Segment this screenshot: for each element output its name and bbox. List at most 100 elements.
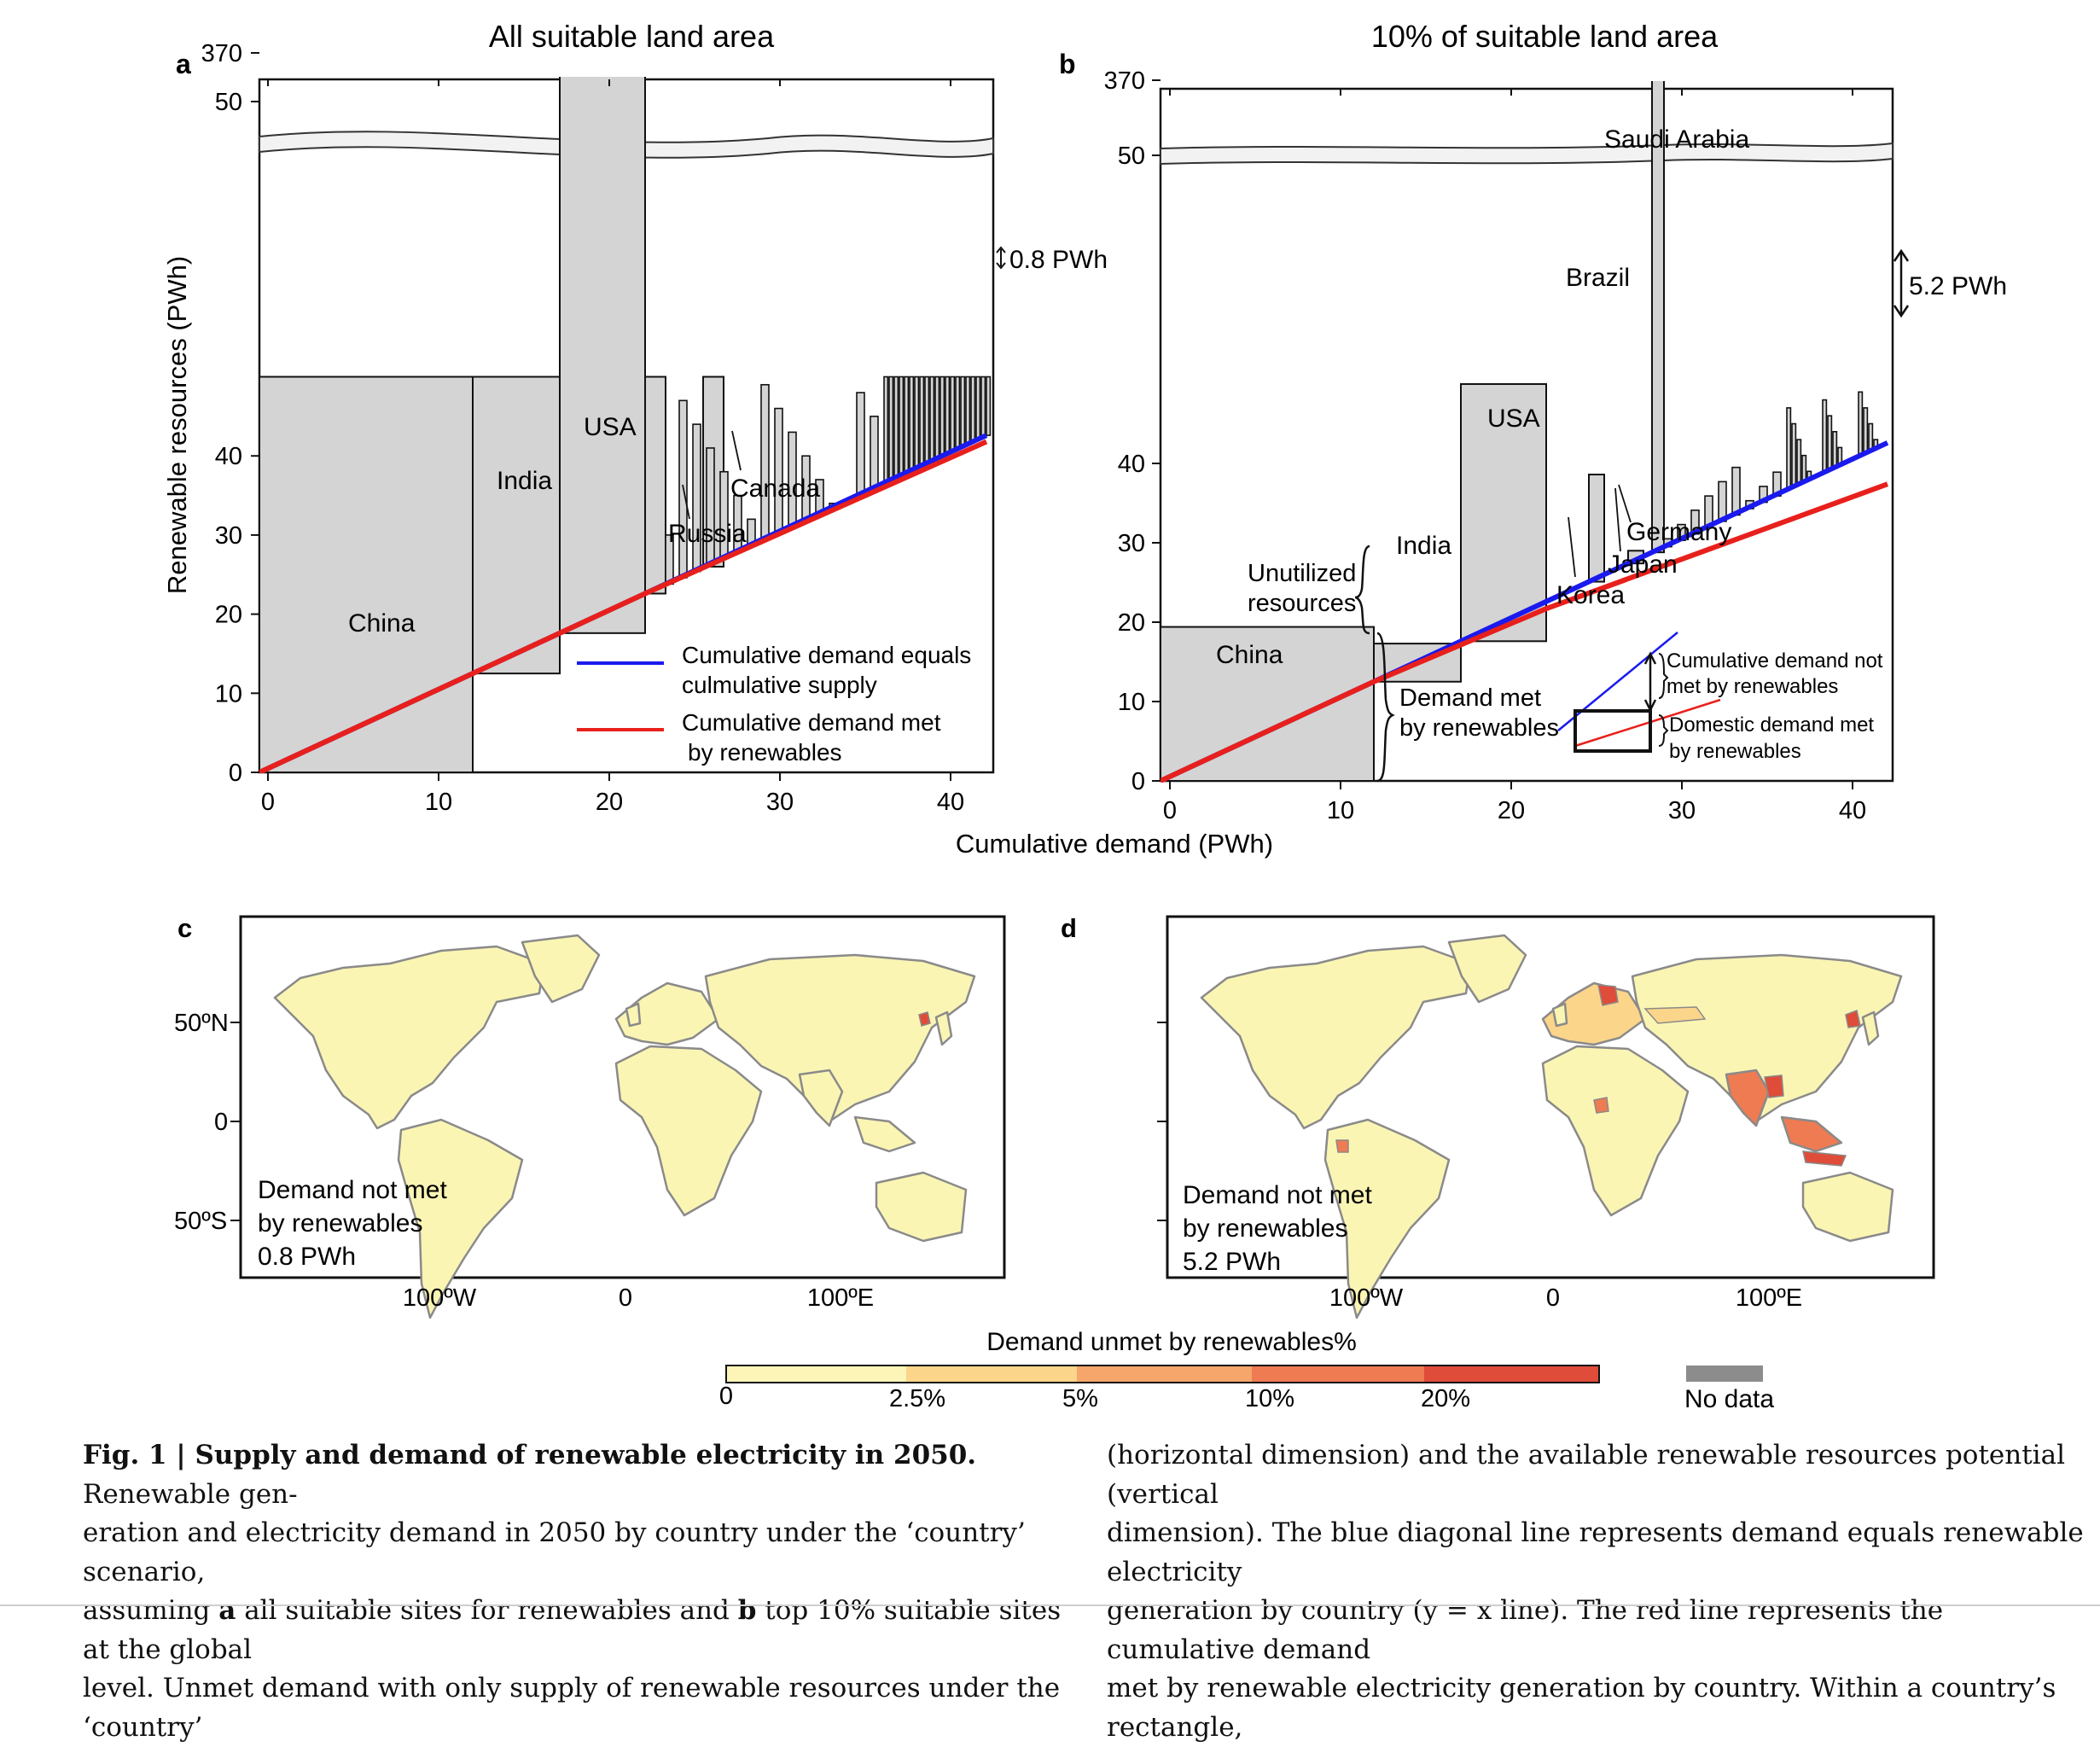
map-region-uk: [625, 1002, 642, 1028]
map-d-westasia-highlight: [1643, 1006, 1707, 1024]
caption-right: (horizontal dimension) and the available…: [1107, 1440, 2084, 1743]
caption-left: Fig. 1 | Supply and demand of renewable …: [83, 1440, 1062, 1743]
ytick-label-a: 370: [201, 40, 242, 67]
map-region-africa: [1541, 1045, 1690, 1217]
panel-b-title: 10% of suitable land area: [1371, 19, 1719, 54]
bar-a-small-country: [934, 376, 940, 460]
label-india-b: India: [1396, 532, 1451, 560]
xtick-label-a: 30: [766, 789, 794, 816]
bar-b-small-country: [1827, 415, 1833, 472]
label-brazil-b: Brazil: [1566, 264, 1630, 292]
lon-100w-c: 100ºW: [403, 1284, 477, 1312]
bar-a-small-country: [955, 376, 961, 451]
bar-a-small-country: [904, 376, 910, 475]
gap-label-b: 5.2 PWh: [1909, 272, 2007, 300]
bar-b-small-country: [1731, 466, 1741, 516]
map-region-africa: [614, 1045, 763, 1217]
ytick-label-a: 50: [215, 89, 242, 116]
lon-0-c: 0: [619, 1284, 632, 1312]
bar-a-small-country: [692, 423, 701, 573]
colorbar-segment: [1077, 1366, 1252, 1383]
panel-d: d 100ºW 0 100ºE Demand not met by renewa…: [1061, 913, 1935, 1319]
lon-0-d: 0: [1546, 1284, 1560, 1312]
bar-a-small-country: [960, 376, 966, 448]
ytick-label-b: 20: [1118, 609, 1145, 637]
note-c-2: by renewables: [258, 1209, 422, 1237]
bar-a-small-country: [970, 376, 976, 444]
gap-label-a: 0.8 PWh: [1009, 246, 1108, 274]
bar-a-small-country: [919, 376, 925, 468]
unutilized-text-2: resources: [1248, 590, 1356, 617]
inset-box: [1574, 709, 1652, 753]
bar-b-small-country: [1791, 422, 1797, 488]
lon-100w-d: 100ºW: [1329, 1284, 1404, 1312]
colorbar: Demand unmet by renewables% 0 2.5% 5% 10…: [719, 1328, 1774, 1413]
ytick-label-a: 20: [215, 602, 242, 629]
inset-text-domestic-2: by renewables: [1669, 740, 1801, 763]
legend-blue-text-1: Cumulative demand equals: [682, 642, 971, 668]
map-region-australia: [875, 1171, 968, 1243]
map-region-southAmerica: [1323, 1118, 1451, 1319]
bar-b-brazil: [1588, 474, 1605, 583]
demand-met-brace: [1376, 632, 1395, 783]
bar-a-small-country: [986, 376, 992, 436]
panel-b-letter: b: [1059, 49, 1076, 79]
bar-a-small-country: [980, 376, 986, 439]
panel-c: c 50ºN 0 50ºS 100ºW 0 100ºE Demand not m…: [174, 913, 1006, 1319]
leader-japan-b: [1614, 487, 1621, 552]
bar-a-small-country: [950, 376, 956, 453]
xtick-label-a: 10: [425, 789, 452, 816]
lon-100e-c: 100ºE: [807, 1284, 874, 1312]
map-d-bangladesh-highlight: [1764, 1074, 1784, 1098]
map-d-africa-highlight: [1593, 1097, 1609, 1114]
bar-a-small-country: [899, 376, 905, 477]
map-region-india: [798, 1069, 844, 1127]
bar-b-small-country: [1822, 399, 1828, 474]
map-region-japan: [1861, 1010, 1880, 1046]
ytick-label-a: 10: [215, 680, 242, 708]
ytick-label-b: 50: [1118, 143, 1145, 170]
line-a-demand-met: [259, 439, 988, 773]
note-c-3: 0.8 PWh: [258, 1243, 356, 1271]
ytick-label-b: 370: [1104, 67, 1145, 95]
cbar-tick-1: 2.5%: [889, 1385, 945, 1412]
legend-red-text-2: by renewables: [688, 739, 842, 766]
nodata-label: No data: [1684, 1385, 1774, 1413]
map-region-europe: [1541, 981, 1647, 1046]
bar-b-small-country: [1796, 439, 1802, 486]
map-region-india: [1725, 1069, 1771, 1127]
map-region-greenland: [521, 934, 601, 1004]
bar-a-small-country: [929, 376, 935, 463]
bar-a-small-country: [760, 383, 770, 541]
leader-russia-a: [682, 484, 690, 520]
world-map-d: [1200, 934, 1903, 1319]
legend-red-text-1: Cumulative demand met: [682, 709, 941, 736]
cbar-tick-2: 5%: [1062, 1385, 1098, 1412]
note-d-3: 5.2 PWh: [1183, 1248, 1281, 1276]
bar-b-small-country: [1858, 391, 1864, 457]
inset-text-notmet-1: Cumulative demand not: [1667, 649, 1883, 673]
lat-0: 0: [214, 1109, 228, 1136]
label-russia-a: Russia: [668, 520, 747, 548]
cbar-tick-4: 20%: [1421, 1385, 1470, 1412]
gap-arrow-b: [1893, 248, 1910, 318]
bar-b-small-country: [1718, 480, 1727, 522]
bar-a-russia: [644, 376, 666, 595]
shared-xlabel: Cumulative demand (PWh): [956, 829, 1273, 859]
label-saudi-b: Saudi Arabia: [1604, 125, 1749, 154]
lat-50n: 50ºN: [174, 1010, 229, 1037]
bar-b-small-country: [1786, 407, 1792, 491]
label-china-a: China: [348, 609, 416, 638]
bar-a-small-country: [870, 416, 879, 490]
bar-b-usa: [1460, 383, 1547, 643]
map-d-southamerica-highlight: [1335, 1139, 1349, 1153]
map-region-northAmerica: [273, 945, 545, 1130]
map-region-uk: [1551, 1002, 1568, 1028]
label-china-b: China: [1216, 641, 1283, 669]
lon-100e-d: 100ºE: [1736, 1284, 1802, 1312]
label-usa-b: USA: [1487, 405, 1540, 433]
map-region-seAsia: [853, 1115, 916, 1153]
ytick-label-b: 0: [1131, 768, 1145, 795]
label-japan-b: Japan: [1608, 550, 1678, 579]
inset-text-notmet-2: met by renewables: [1667, 675, 1838, 698]
